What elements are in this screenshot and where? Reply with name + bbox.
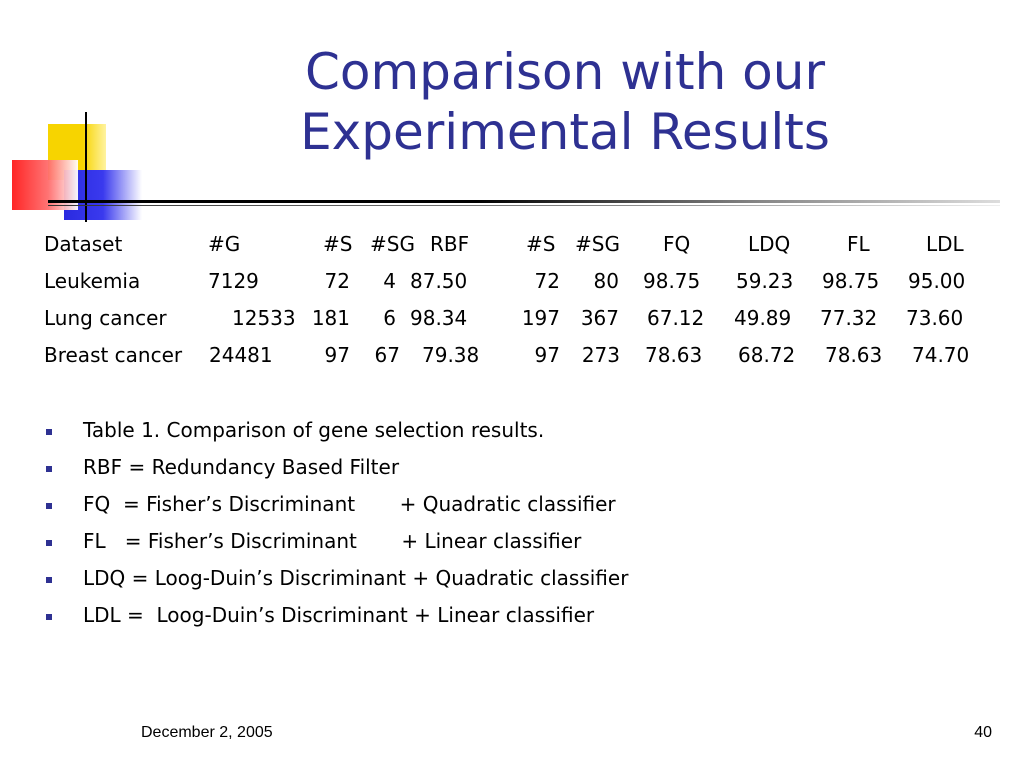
- table-cell: 78.63: [645, 343, 703, 367]
- table-cell: 6: [383, 306, 396, 330]
- table-cell: 78.63: [825, 343, 883, 367]
- table-cell: Breast cancer: [44, 343, 183, 367]
- table-cell: 97: [534, 343, 560, 367]
- table-cell: 98.34: [410, 306, 468, 330]
- list-item: FL = Fisher’s Discriminant + Linear clas…: [44, 529, 628, 566]
- slide-title-line1: Comparison with our: [304, 43, 826, 101]
- table-cell: 72: [324, 269, 350, 293]
- list-item-text: FL = Fisher’s Discriminant + Linear clas…: [83, 529, 582, 553]
- table-cell: 73.60: [906, 306, 964, 330]
- table-header-cell: FQ: [663, 232, 691, 256]
- bullet-square-icon: [46, 577, 52, 583]
- table-cell: 49.89: [734, 306, 792, 330]
- table-cell: 72: [534, 269, 560, 293]
- vertical-rule: [85, 112, 87, 222]
- table-cell: 80: [593, 269, 619, 293]
- table-cell: 197: [521, 306, 560, 330]
- list-item-text: LDL = Loog-Duin’s Discriminant + Linear …: [83, 603, 595, 627]
- table-cell: 67: [374, 343, 400, 367]
- table-cell: Lung cancer: [44, 306, 167, 330]
- list-item: RBF = Redundancy Based Filter: [44, 455, 628, 492]
- slide-title: Comparison with our Experimental Results: [180, 42, 950, 162]
- slide-number: 40: [974, 724, 992, 741]
- definition-list: Table 1. Comparison of gene selection re…: [44, 418, 628, 640]
- bullet-square-icon: [46, 614, 52, 620]
- table-cell: 79.38: [422, 343, 480, 367]
- bullet-square-icon: [46, 429, 52, 435]
- list-item-text: RBF = Redundancy Based Filter: [83, 455, 400, 479]
- table-header-cell: #G: [208, 232, 241, 256]
- table-cell: 273: [581, 343, 620, 367]
- bullet-square-icon: [46, 466, 52, 472]
- footer-date: December 2, 2005: [141, 724, 273, 741]
- table-header-cell: RBF: [430, 232, 470, 256]
- slide-title-line2: Experimental Results: [300, 103, 830, 161]
- table-cell: 67.12: [647, 306, 705, 330]
- table-cell: 74.70: [912, 343, 970, 367]
- table-cell: 181: [311, 306, 350, 330]
- table-header-cell: LDQ: [748, 232, 791, 256]
- table-cell: 68.72: [738, 343, 796, 367]
- list-item: LDL = Loog-Duin’s Discriminant + Linear …: [44, 603, 628, 640]
- table-cell: 97: [324, 343, 350, 367]
- table-cell: Leukemia: [44, 269, 141, 293]
- list-item: Table 1. Comparison of gene selection re…: [44, 418, 628, 455]
- table-cell: 95.00: [908, 269, 966, 293]
- table-cell: 7129: [208, 269, 259, 293]
- title-underline: [48, 200, 1000, 203]
- table-cell: 12533: [232, 306, 296, 330]
- table-cell: 24481: [209, 343, 273, 367]
- list-item-text: FQ = Fisher’s Discriminant + Quadratic c…: [83, 492, 616, 516]
- table-cell: 4: [383, 269, 396, 293]
- decorative-logo-blocks: [0, 0, 200, 230]
- table-header-cell: FL: [847, 232, 870, 256]
- table-header-cell: #S: [323, 232, 353, 256]
- table-cell: 59.23: [736, 269, 794, 293]
- table-cell: 98.75: [822, 269, 880, 293]
- bullet-square-icon: [46, 503, 52, 509]
- table-cell: 77.32: [820, 306, 878, 330]
- table-header-cell: #SG: [370, 232, 415, 256]
- title-underline-thin: [48, 205, 1000, 206]
- table-header-cell: #SG: [575, 232, 620, 256]
- table-cell: 98.75: [643, 269, 701, 293]
- table-header-cell: Dataset: [44, 232, 123, 256]
- table-cell: 87.50: [410, 269, 468, 293]
- list-item-text: LDQ = Loog-Duin’s Discriminant + Quadrat…: [83, 566, 629, 590]
- list-item-text: Table 1. Comparison of gene selection re…: [83, 418, 545, 442]
- bullet-square-icon: [46, 540, 52, 546]
- table-header-cell: LDL: [926, 232, 964, 256]
- list-item: LDQ = Loog-Duin’s Discriminant + Quadrat…: [44, 566, 628, 603]
- table-header-cell: #S: [526, 232, 556, 256]
- list-item: FQ = Fisher’s Discriminant + Quadratic c…: [44, 492, 628, 529]
- table-cell: 367: [580, 306, 619, 330]
